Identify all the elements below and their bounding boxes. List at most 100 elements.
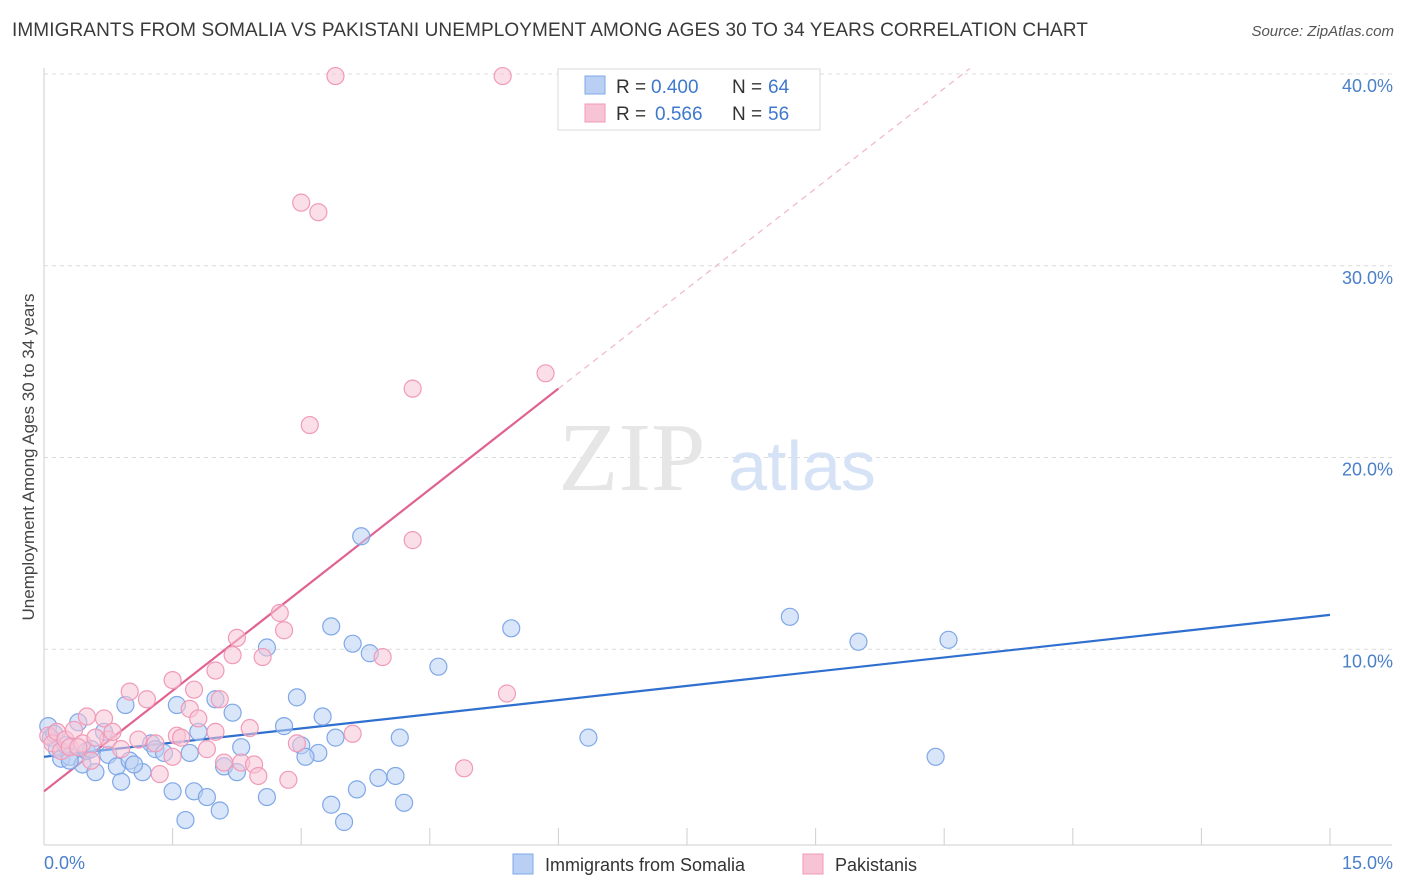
y-axis-label: Unemployment Among Ages 30 to 34 years: [19, 294, 38, 621]
point-series-1-51: [86, 728, 105, 747]
trend-line-series-0: [43, 613, 1331, 758]
point-series-0-57: [926, 747, 945, 766]
gridlines: [44, 73, 1392, 650]
point-series-1-28: [223, 646, 242, 665]
point-series-0-42: [334, 812, 354, 832]
legend-r-label-somalia: R =: [616, 77, 646, 98]
point-series-0-20: [163, 782, 182, 801]
x-tick-label-0: 0.0%: [44, 853, 85, 873]
point-series-1-33: [249, 766, 268, 786]
point-series-1-44: [373, 647, 392, 667]
bottom-legend-swatch-somalia: [512, 853, 534, 875]
point-series-1-45: [403, 531, 422, 550]
point-series-1-55: [69, 738, 88, 757]
legend-r-value-pakistanis: 0.566: [655, 104, 703, 125]
point-series-1-49: [497, 684, 517, 703]
point-series-1-53: [172, 728, 191, 747]
point-series-1-38: [287, 734, 307, 753]
point-series-0-58: [112, 772, 131, 791]
point-series-0-59: [124, 755, 144, 774]
point-series-1-27: [214, 753, 234, 772]
point-series-0-44: [347, 780, 367, 799]
point-series-1-13: [120, 682, 139, 701]
point-series-1-40: [300, 415, 319, 435]
point-series-0-27: [210, 801, 229, 820]
point-series-1-43: [343, 724, 362, 743]
legend-swatch-pakistanis: [584, 103, 606, 123]
y-tick-label-1: 20.0%: [1342, 460, 1393, 480]
legend-r-value-somalia: 0.400: [651, 77, 699, 98]
point-series-1-10: [94, 709, 114, 728]
point-series-0-63: [296, 747, 315, 766]
watermark-atlas: atlas: [728, 427, 876, 505]
point-series-0-54: [780, 607, 799, 626]
y-tick-labels: 10.0% 20.0% 30.0% 40.0%: [1342, 76, 1393, 671]
point-series-1-54: [210, 690, 229, 709]
legend-swatch-somalia: [584, 75, 606, 95]
point-series-1-19: [163, 670, 182, 690]
point-series-0-55: [849, 632, 868, 651]
point-series-0-41: [322, 795, 341, 814]
point-series-0-48: [386, 766, 405, 786]
trend-lines: [43, 67, 1331, 793]
point-series-0-31: [232, 738, 251, 757]
legend-n-label-pakistanis: N =: [732, 104, 762, 125]
y-tick-label-2: 30.0%: [1342, 268, 1393, 288]
point-series-1-15: [137, 690, 156, 709]
point-series-1-6: [64, 720, 84, 740]
x-tick-label-1: 15.0%: [1342, 853, 1393, 873]
point-series-1-26: [206, 722, 225, 741]
point-series-0-22: [176, 810, 195, 830]
point-series-0-23: [180, 743, 199, 763]
y-tick-label-3: 40.0%: [1342, 76, 1393, 96]
bottom-legend-swatch-pakistanis: [802, 853, 824, 875]
point-series-1-46: [403, 379, 422, 398]
legend-n-label-somalia: N =: [732, 77, 762, 98]
point-series-1-31: [240, 718, 259, 738]
point-series-1-39: [292, 193, 311, 212]
point-series-1-12: [103, 722, 122, 741]
point-series-0-40: [326, 728, 345, 747]
point-series-0-39: [322, 617, 341, 636]
point-series-1-36: [274, 621, 294, 640]
point-series-1-18: [163, 747, 182, 766]
point-series-1-41: [309, 203, 328, 222]
point-series-1-8: [77, 707, 96, 726]
point-series-0-52: [502, 619, 521, 638]
point-series-0-29: [223, 703, 242, 722]
point-series-1-29: [227, 628, 246, 648]
point-series-1-34: [253, 647, 272, 667]
bottom-legend-label-somalia: Immigrants from Somalia: [545, 855, 746, 875]
trend-line-series-1: [43, 387, 560, 793]
point-series-0-51: [429, 657, 448, 676]
chart-title: IMMIGRANTS FROM SOMALIA VS PAKISTANI UNE…: [12, 20, 1088, 41]
y-tick-label-0: 10.0%: [1342, 651, 1393, 671]
point-series-1-35: [270, 603, 289, 623]
point-series-0-35: [287, 688, 307, 707]
point-series-1-52: [112, 740, 131, 759]
data-points: [39, 66, 958, 832]
watermark: ZIP atlas: [559, 404, 876, 512]
point-series-0-47: [369, 768, 388, 787]
point-series-0-53: [579, 728, 598, 747]
point-series-0-43: [343, 634, 362, 653]
point-series-1-9: [82, 751, 101, 770]
point-series-0-50: [394, 793, 414, 812]
point-series-1-25: [206, 661, 225, 680]
source-label: Source: ZipAtlas.com: [1251, 23, 1394, 40]
legend-r-label-pakistanis: R =: [616, 104, 646, 125]
trend-extension-series-1: [558, 67, 971, 390]
correlation-legend: R = 0.400 N = 64 R = 0.566 N = 56: [557, 68, 821, 131]
x-tick-labels: 0.0% 15.0%: [44, 853, 1393, 873]
point-series-0-56: [939, 630, 958, 649]
point-series-1-14: [129, 730, 148, 749]
watermark-zip: ZIP: [559, 404, 706, 512]
point-series-1-17: [150, 764, 169, 784]
point-series-1-22: [184, 680, 204, 699]
point-series-0-45: [352, 527, 371, 546]
point-series-0-49: [390, 728, 409, 747]
point-series-1-16: [146, 734, 165, 753]
point-series-1-37: [279, 770, 298, 789]
series-legend: Immigrants from Somalia Pakistanis: [512, 853, 917, 875]
